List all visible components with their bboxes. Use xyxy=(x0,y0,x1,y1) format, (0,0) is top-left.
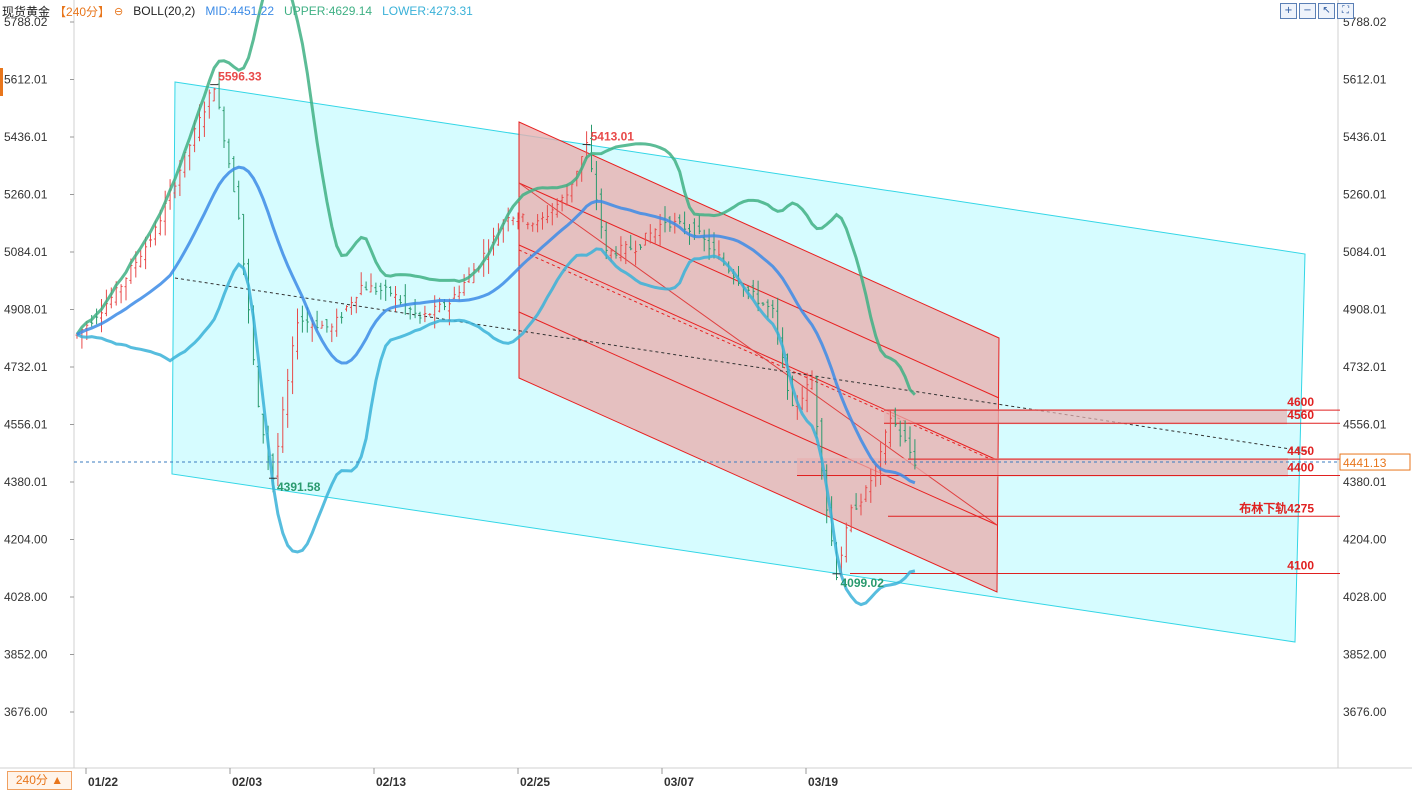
high-price-label: 5596.33 xyxy=(218,70,262,84)
y-tick-label-left: 3676.00 xyxy=(4,705,48,719)
boll-lower-line xyxy=(76,247,916,607)
y-tick-label-left: 4380.01 xyxy=(4,475,48,489)
indicator-name[interactable]: BOLL(20,2) xyxy=(133,4,196,18)
y-tick-label-left: 4556.01 xyxy=(4,418,48,432)
y-tick-label-right: 4380.01 xyxy=(1343,475,1387,489)
chart-toolbar: + − ↖ ⛶ xyxy=(1280,3,1354,19)
price-level-label: 4400 xyxy=(1287,460,1314,474)
price-level-label: 布林下轨4275 xyxy=(1239,500,1314,515)
x-tick-label: 03/07 xyxy=(664,775,694,789)
y-tick-label-right: 5084.01 xyxy=(1343,245,1387,259)
y-tick-label-left: 5612.01 xyxy=(4,73,48,87)
y-tick-label-left: 5084.01 xyxy=(4,245,48,259)
zoom-out-icon[interactable]: − xyxy=(1299,3,1316,19)
left-edge-marker xyxy=(0,68,3,96)
zoom-in-icon[interactable]: + xyxy=(1280,3,1297,19)
boll-lower-value: LOWER:4273.31 xyxy=(382,4,473,18)
low-price-label: 4391.58 xyxy=(277,480,321,494)
low-price-label: 4099.02 xyxy=(841,576,885,590)
y-tick-label-left: 4908.01 xyxy=(4,303,48,317)
y-tick-label-left: 4732.01 xyxy=(4,360,48,374)
y-tick-label-right: 3676.00 xyxy=(1343,705,1387,719)
x-tick-label: 02/13 xyxy=(376,775,406,789)
chart-header: 现货黄金 【240分】 ⊖ BOLL(20,2) MID:4451.22 UPP… xyxy=(2,3,473,19)
y-tick-label-right: 4556.01 xyxy=(1343,418,1387,432)
y-tick-label-right: 4732.01 xyxy=(1343,360,1387,374)
price-level-label: 4450 xyxy=(1287,444,1314,458)
red-channel-line xyxy=(518,311,998,526)
boll-mid-value: MID:4451.22 xyxy=(205,4,275,18)
current-price-tag xyxy=(1339,453,1411,471)
price-level-label: 4560 xyxy=(1287,408,1314,422)
symbol-title: 现货黄金 xyxy=(2,4,51,19)
arrow-icon[interactable]: ↖ xyxy=(1318,3,1335,19)
current-price-text: 4441.13 xyxy=(1343,456,1387,470)
boll-mid-line xyxy=(76,165,916,485)
y-tick-label-right: 4028.00 xyxy=(1343,590,1387,604)
price-level-label: 4600 xyxy=(1287,395,1314,409)
y-tick-label-right: 3852.00 xyxy=(1343,648,1387,662)
x-tick-label: 02/25 xyxy=(520,775,550,789)
y-tick-label-right: 5260.01 xyxy=(1343,188,1387,202)
support-zone xyxy=(797,458,1288,477)
high-price-label: 5413.01 xyxy=(591,130,635,144)
y-tick-label-left: 4204.00 xyxy=(4,533,48,547)
x-tick-label: 02/03 xyxy=(232,775,262,789)
y-tick-label-left: 3852.00 xyxy=(4,648,48,662)
period-label[interactable]: 【240分】 xyxy=(54,4,111,19)
boll-upper-line xyxy=(75,0,916,396)
y-tick-label-left: 4028.00 xyxy=(4,590,48,604)
y-tick-label-left: 5788.02 xyxy=(4,15,48,29)
resistance-zone xyxy=(884,409,1287,425)
red-channel-line xyxy=(518,182,1000,399)
period-selector-button[interactable]: 240分 ▲ xyxy=(7,771,72,790)
settings-icon[interactable]: ⊖ xyxy=(114,5,124,18)
y-tick-label-right: 5612.01 xyxy=(1343,73,1387,87)
y-tick-label-right: 4908.01 xyxy=(1343,303,1387,317)
y-tick-label-left: 5436.01 xyxy=(4,130,48,144)
fullscreen-icon[interactable]: ⛶ xyxy=(1337,3,1354,19)
x-tick-label: 01/22 xyxy=(88,775,118,789)
y-tick-label-right: 4204.00 xyxy=(1343,533,1387,547)
y-tick-label-left: 5260.01 xyxy=(4,188,48,202)
y-tick-label-right: 5436.01 xyxy=(1343,130,1387,144)
price-level-label: 4100 xyxy=(1287,558,1314,572)
x-tick-label: 03/19 xyxy=(808,775,838,789)
boll-upper-value: UPPER:4629.14 xyxy=(284,4,373,18)
